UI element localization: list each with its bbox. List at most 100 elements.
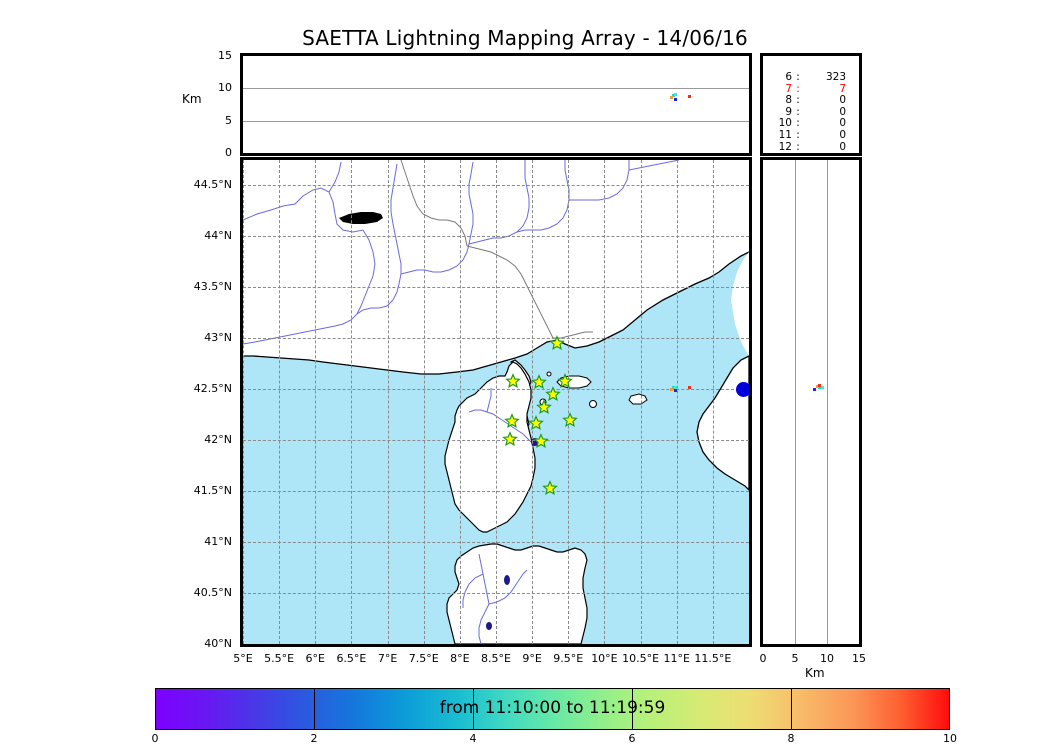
station-marker bbox=[556, 373, 573, 389]
station-count-separator: : bbox=[796, 82, 800, 95]
station-count-row: 8: 0 bbox=[766, 95, 858, 107]
page-title: SAETTA Lightning Mapping Array - 14/06/1… bbox=[302, 26, 748, 50]
map-gridline-horizontal bbox=[243, 287, 749, 289]
altitude-tick-label: 10 bbox=[218, 81, 232, 95]
station-count-value: 0 bbox=[839, 140, 846, 153]
longitude-tick-label: 6°E bbox=[305, 652, 325, 665]
data-point bbox=[688, 385, 692, 389]
station-count-row: 7:7 bbox=[766, 82, 858, 96]
colorbar-tick-mark bbox=[632, 688, 633, 730]
map-gridline-horizontal bbox=[243, 440, 749, 442]
station-marker bbox=[527, 414, 544, 430]
map-gridline-horizontal bbox=[243, 644, 749, 645]
station-count-value: 0 bbox=[839, 94, 846, 107]
station-count-separator: : bbox=[796, 71, 800, 83]
map-gridline-vertical bbox=[351, 160, 353, 644]
longitude-tick-label: 8.5°E bbox=[481, 652, 511, 665]
station-count-separator: : bbox=[796, 94, 800, 107]
right-tick-label: 0 bbox=[759, 652, 767, 665]
map-gridline-vertical bbox=[676, 160, 678, 644]
station-count-value: 7 bbox=[839, 82, 846, 95]
map-gridline-vertical bbox=[423, 160, 425, 644]
top-altitude-longitude-panel bbox=[240, 53, 752, 156]
colorbar-tick-mark bbox=[473, 688, 474, 730]
colorbar-tick-label: 8 bbox=[787, 732, 795, 745]
map-gridline-vertical bbox=[712, 160, 714, 644]
colorbar-tick-label: 2 bbox=[310, 732, 318, 745]
longitude-tick-label: 7°E bbox=[377, 652, 398, 665]
map-gridline-vertical bbox=[243, 160, 244, 644]
longitude-tick-label: 6.5°E bbox=[336, 652, 367, 665]
latitude-tick-label: 43°N bbox=[204, 331, 232, 345]
latitude-tick-label: 40.5°N bbox=[193, 586, 232, 600]
station-marker bbox=[504, 412, 520, 428]
station-count-value: 323 bbox=[825, 71, 846, 83]
colorbar[interactable] bbox=[155, 688, 950, 730]
altitude-axis-label: Km bbox=[182, 92, 202, 106]
data-point bbox=[674, 385, 678, 389]
station-marker bbox=[531, 374, 548, 390]
station-count-row: 6: 323 bbox=[766, 71, 858, 84]
latitude-tick-label: 44°N bbox=[204, 229, 232, 243]
data-point bbox=[818, 385, 822, 389]
data-point bbox=[815, 384, 819, 388]
data-point bbox=[688, 95, 692, 99]
station-marker bbox=[562, 411, 579, 427]
map-gridline-vertical bbox=[604, 160, 606, 644]
latitude-tick-label: 41.5°N bbox=[193, 484, 232, 498]
latitude-tick-label: 42°N bbox=[204, 433, 232, 447]
station-marker bbox=[549, 335, 566, 351]
latitude-tick-label: 42.5°N bbox=[193, 382, 232, 396]
data-point bbox=[673, 98, 677, 102]
station-marker bbox=[535, 398, 552, 414]
station-count-key: 10 bbox=[778, 117, 792, 130]
colorbar-tick-mark bbox=[791, 688, 792, 730]
station-count-key: 7 bbox=[785, 82, 792, 95]
data-point bbox=[673, 388, 677, 392]
longitude-tick-label: 5.5°E bbox=[264, 652, 295, 665]
right-tick-label: 5 bbox=[791, 652, 799, 665]
station-count-row: 12: 0 bbox=[766, 140, 858, 154]
right-tick-label: 15 bbox=[852, 652, 866, 665]
data-point bbox=[674, 92, 678, 96]
map-gridline-horizontal bbox=[243, 185, 749, 187]
map-gridline-vertical bbox=[640, 160, 642, 644]
longitude-tick-label: 9°E bbox=[522, 652, 542, 665]
right-axis-label: Km bbox=[805, 666, 825, 680]
colorbar-tick-label: 6 bbox=[628, 732, 636, 745]
station-marker bbox=[532, 433, 549, 449]
altitude-tick-label: 5 bbox=[225, 113, 232, 127]
river-lines bbox=[243, 160, 680, 644]
map-gridline-horizontal bbox=[243, 389, 749, 391]
top-gridline bbox=[243, 120, 749, 122]
longitude-tick-label: 8°E bbox=[450, 652, 470, 665]
station-count-separator: : bbox=[796, 128, 800, 141]
map-gridline-vertical bbox=[315, 160, 317, 644]
station-count-key: 12 bbox=[778, 140, 792, 153]
data-point bbox=[672, 93, 676, 97]
station-count-table: 6:323 7:7 8:0 9:0 10:0 11:0 12:0 bbox=[766, 71, 858, 154]
station-count-value: 0 bbox=[839, 117, 846, 130]
station-count-value: 0 bbox=[839, 128, 846, 141]
station-count-key: 9 bbox=[785, 105, 792, 118]
map-gridline-vertical bbox=[532, 160, 534, 644]
altitude-tick-label: 15 bbox=[218, 49, 232, 62]
station-count-separator: : bbox=[796, 105, 800, 118]
map-panel[interactable] bbox=[240, 157, 752, 647]
right-altitude-latitude-panel bbox=[760, 157, 862, 647]
latitude-tick-label: 40°N bbox=[204, 637, 232, 650]
right-gridline bbox=[827, 160, 828, 644]
map-gridline-horizontal bbox=[243, 236, 749, 238]
colorbar-tick-label: 4 bbox=[469, 732, 477, 745]
station-count-key: 11 bbox=[778, 128, 792, 141]
map-gridline-vertical bbox=[387, 160, 389, 644]
station-marker bbox=[545, 386, 561, 402]
colorbar-tick-label: 10 bbox=[943, 732, 957, 745]
latitude-tick-label: 41°N bbox=[204, 535, 232, 549]
longitude-tick-label: 9.5°E bbox=[553, 652, 584, 665]
station-count-key: 6 bbox=[785, 71, 792, 83]
right-gridline bbox=[795, 160, 796, 644]
station-count-row: 9: 0 bbox=[766, 105, 858, 119]
station-marker bbox=[505, 373, 522, 389]
colorbar-tick-mark bbox=[314, 688, 315, 730]
